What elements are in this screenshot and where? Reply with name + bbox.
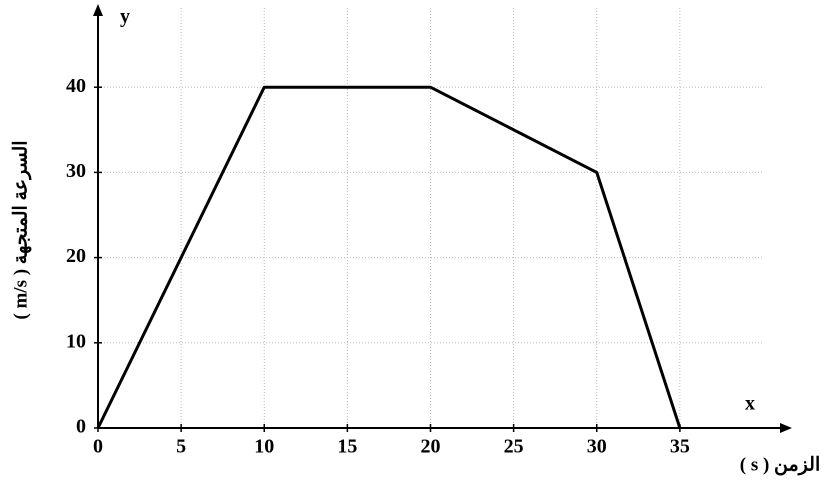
x-axis-letter: x <box>745 393 755 415</box>
x-axis-title: الزمن ( s ) <box>740 454 821 475</box>
y-tick-label: 10 <box>66 330 86 352</box>
x-axis-arrow <box>780 423 792 433</box>
y-axis-title: السرعة المتجهة ( m/s ) <box>10 140 31 319</box>
x-tick-label: 20 <box>421 436 441 458</box>
x-tick-label: 35 <box>670 436 690 458</box>
y-tick-label: 30 <box>66 160 86 182</box>
x-tick-label: 5 <box>176 436 186 458</box>
x-tick-label: 0 <box>93 436 103 458</box>
x-tick-label: 10 <box>254 436 274 458</box>
y-tick-label: 20 <box>66 245 86 267</box>
y-tick-label: 40 <box>66 75 86 97</box>
y-axis-letter: y <box>120 6 130 28</box>
y-axis-arrow <box>93 4 103 16</box>
x-tick-label: 15 <box>337 436 357 458</box>
y-tick-label: 0 <box>76 416 86 438</box>
x-tick-label: 25 <box>504 436 524 458</box>
x-tick-label: 30 <box>587 436 607 458</box>
chart: y x الزمن ( s ) السرعة المتجهة ( m/s ) 0… <box>0 0 838 488</box>
